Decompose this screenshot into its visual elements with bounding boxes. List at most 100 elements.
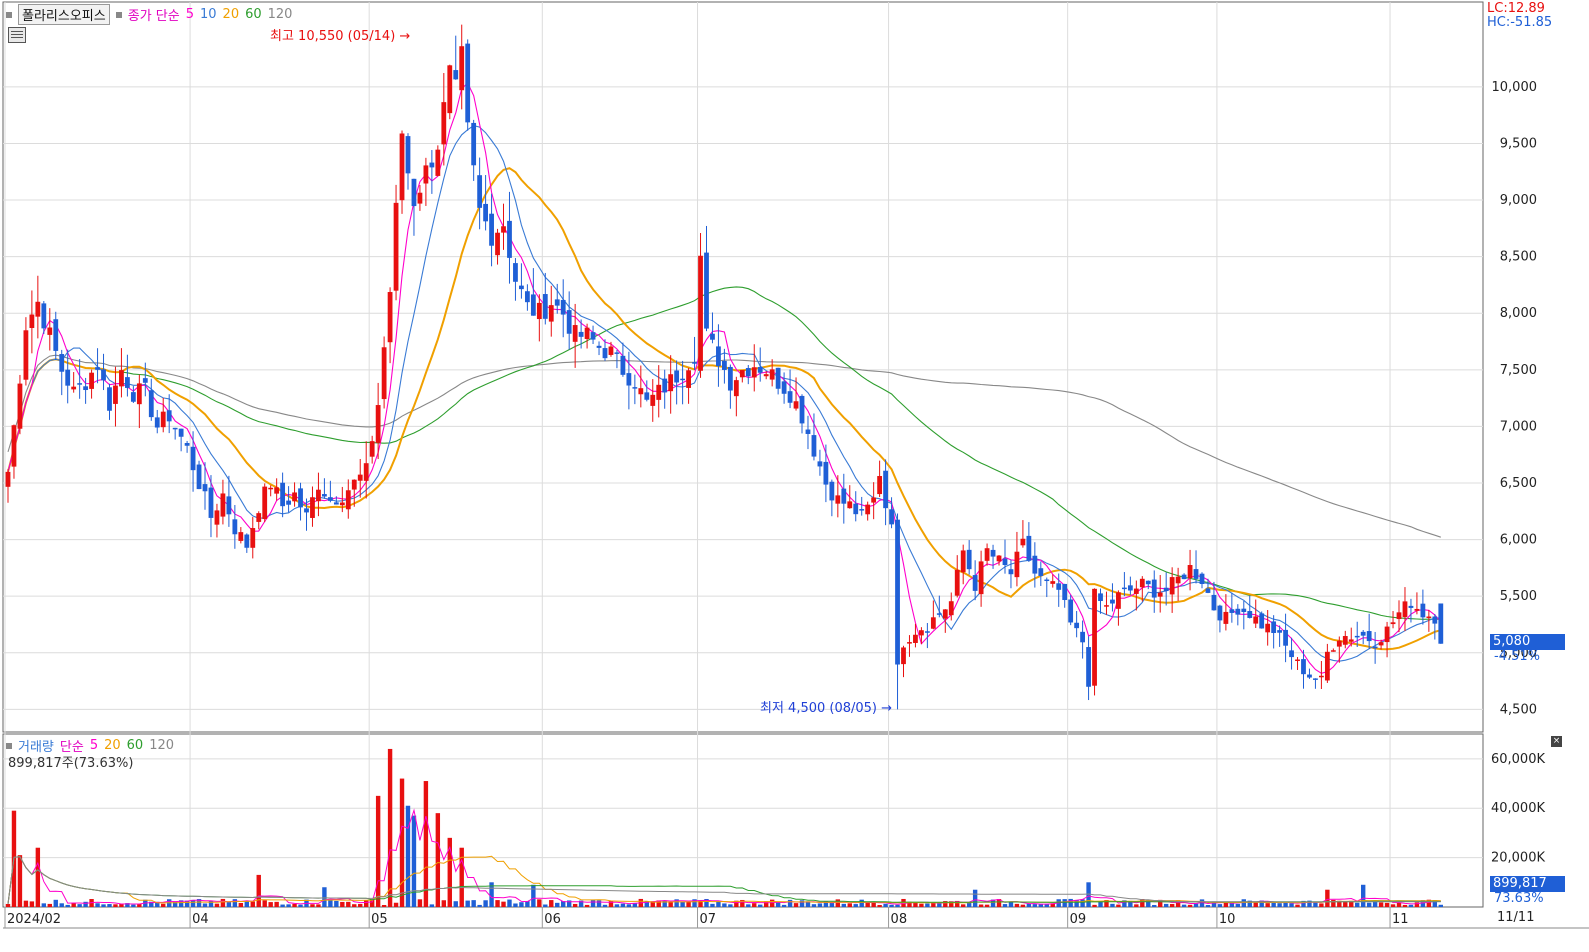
candle-body: [1420, 603, 1426, 618]
close-panel-icon[interactable]: ×: [1551, 736, 1562, 747]
volume-bar: [1241, 899, 1246, 907]
candle-body: [89, 372, 94, 389]
volume-bar: [1193, 903, 1199, 907]
volume-bar: [1062, 899, 1067, 907]
volume-bar: [1301, 900, 1306, 907]
candle-body: [1313, 678, 1318, 680]
candle-body: [692, 362, 697, 364]
volume-bar: [1295, 904, 1300, 907]
volume-bar: [614, 904, 620, 907]
candle-body: [662, 378, 668, 393]
volume-bar: [895, 904, 900, 907]
volume-bar: [1289, 903, 1294, 907]
candle-body: [1026, 535, 1032, 561]
volume-bar: [1086, 882, 1091, 907]
candle-body: [471, 122, 477, 166]
candle-body: [566, 310, 572, 334]
candle-body: [1133, 588, 1139, 594]
candle-body: [71, 386, 77, 390]
volume-bar: [280, 904, 285, 907]
volume-bar: [35, 847, 41, 907]
candle-body: [1247, 611, 1253, 618]
volume-bar: [435, 813, 441, 907]
volume-legend-title: 거래량: [18, 740, 54, 755]
price-tick-label: 8,500: [1500, 250, 1537, 265]
volume-bar: [131, 904, 136, 907]
volume-bar: [489, 882, 494, 907]
stock-name-label[interactable]: 폴라리스오피스: [18, 4, 110, 25]
candle-body: [286, 500, 291, 505]
candle-body: [620, 355, 626, 375]
candle-body: [339, 502, 345, 506]
candle-body: [1360, 631, 1366, 636]
volume-bar: [1271, 902, 1276, 907]
candle-body: [23, 330, 29, 380]
volume-bar: [925, 903, 930, 907]
candle-body: [310, 497, 315, 518]
volume-bar: [453, 901, 458, 907]
candle-body: [304, 508, 309, 513]
price-tick-label: 6,000: [1500, 533, 1537, 548]
volume-bar: [95, 903, 100, 907]
grid-menu-icon[interactable]: [8, 27, 26, 43]
volume-bar: [1122, 900, 1127, 907]
volume-bar: [752, 903, 757, 907]
volume-bar: [1390, 904, 1396, 907]
volume-bar: [1313, 902, 1318, 907]
volume-bar: [322, 887, 327, 907]
volume-bar: [966, 902, 972, 907]
volume-bar: [680, 901, 685, 907]
legend-square-icon: [115, 11, 122, 18]
candle-body: [232, 519, 238, 535]
volume-bar: [1319, 903, 1324, 907]
candle-body: [572, 325, 578, 342]
volume-bar: [1366, 902, 1372, 907]
volume-bar: [196, 899, 202, 907]
volume-bar: [423, 781, 429, 907]
volume-bar: [656, 900, 661, 907]
volume-bar: [531, 884, 536, 907]
candle-body: [751, 367, 757, 378]
candle-body: [710, 333, 715, 340]
volume-bar: [537, 899, 542, 907]
volume-bar: [632, 903, 638, 907]
volume-bar: [83, 901, 88, 907]
volume-bar: [483, 900, 488, 907]
high-annotation: 최고 10,550 (05/14) →: [270, 25, 410, 44]
volume-bar: [1343, 901, 1348, 907]
candle-body: [1139, 578, 1145, 588]
candle-body: [942, 609, 948, 619]
volume-bar: [119, 903, 124, 907]
volume-bar: [1008, 901, 1014, 907]
candle-body: [1330, 650, 1336, 652]
volume-bar: [590, 900, 596, 907]
volume-bar: [17, 855, 23, 907]
candle-body: [1348, 639, 1354, 642]
month-label: 09: [1070, 912, 1087, 927]
candle-body: [130, 392, 136, 402]
volume-bar: [1080, 899, 1085, 907]
legend-square-icon: [6, 742, 12, 749]
volume-bar: [1014, 903, 1020, 907]
volume-bar: [23, 900, 29, 907]
volume-bar: [465, 900, 470, 907]
volume-bar: [125, 903, 130, 907]
candle-body: [644, 392, 650, 400]
candle-body: [196, 464, 202, 490]
candle-body: [41, 303, 47, 329]
candle-body: [745, 368, 751, 377]
current-volume-pct-tag: 73.63%: [1494, 891, 1544, 906]
candle-body: [316, 489, 321, 502]
candle-body: [560, 299, 566, 315]
candle-body: [47, 327, 53, 335]
candle-body: [268, 487, 274, 490]
volume-readout-text: 899,817주(73.63%): [8, 756, 134, 771]
volume-bar: [650, 901, 655, 907]
volume-bar: [1140, 899, 1145, 907]
hc-readout: HC:-51.85: [1487, 15, 1553, 30]
candle-body: [1121, 587, 1127, 590]
candle-body: [913, 634, 918, 643]
vol-legend-ma60: 60: [126, 738, 144, 753]
candle-body: [1020, 538, 1026, 546]
